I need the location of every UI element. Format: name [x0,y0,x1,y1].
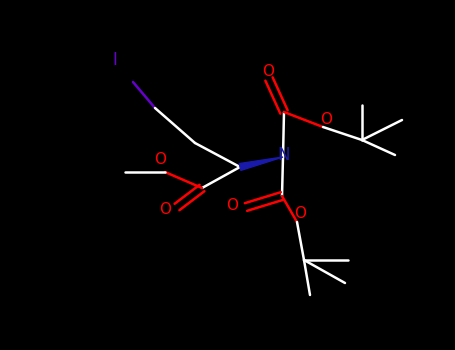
Polygon shape [239,157,283,170]
Text: I: I [112,51,117,69]
Text: O: O [294,206,306,222]
Text: N: N [278,146,290,164]
Text: O: O [154,153,166,168]
Text: O: O [226,197,238,212]
Text: O: O [320,112,332,126]
Text: O: O [262,63,274,78]
Text: O: O [159,203,171,217]
